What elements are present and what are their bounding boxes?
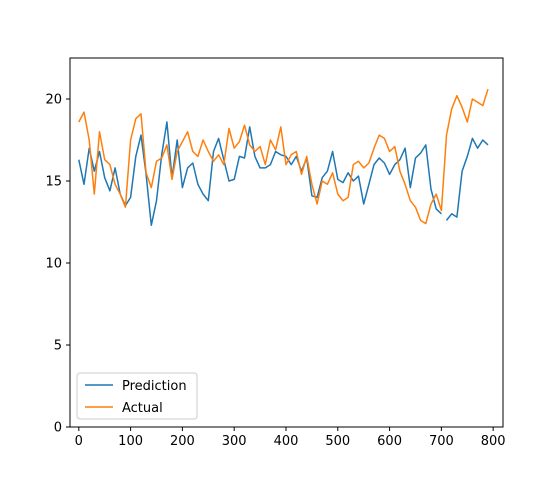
x-tick-label: 300 bbox=[222, 434, 247, 449]
x-tick-label: 500 bbox=[325, 434, 350, 449]
x-tick-label: 400 bbox=[274, 434, 299, 449]
series-line-actual bbox=[78, 88, 489, 225]
legend: Prediction Actual bbox=[76, 372, 198, 420]
series-line-prediction bbox=[78, 121, 442, 227]
y-tick-label: 20 bbox=[45, 93, 62, 108]
x-tick-label: 600 bbox=[377, 434, 402, 449]
y-axis: 0 5 10 15 20 bbox=[45, 93, 70, 436]
x-tick-label: 200 bbox=[170, 434, 195, 449]
y-tick-label: 10 bbox=[45, 257, 62, 272]
x-tick-label: 700 bbox=[429, 434, 454, 449]
y-tick-label: 5 bbox=[54, 339, 62, 354]
y-tick-label: 15 bbox=[45, 175, 62, 190]
x-axis: 0 100 200 300 400 500 600 700 800 bbox=[75, 427, 506, 449]
series-line-prediction-tail bbox=[445, 137, 489, 221]
legend-label-prediction: Prediction bbox=[122, 379, 187, 394]
legend-label-actual: Actual bbox=[122, 401, 163, 416]
y-tick-label: 0 bbox=[54, 421, 62, 436]
x-tick-label: 100 bbox=[118, 434, 143, 449]
x-tick-label: 800 bbox=[481, 434, 506, 449]
x-tick-label: 0 bbox=[75, 434, 83, 449]
plot-frame bbox=[69, 57, 504, 428]
series-layer bbox=[78, 88, 489, 227]
